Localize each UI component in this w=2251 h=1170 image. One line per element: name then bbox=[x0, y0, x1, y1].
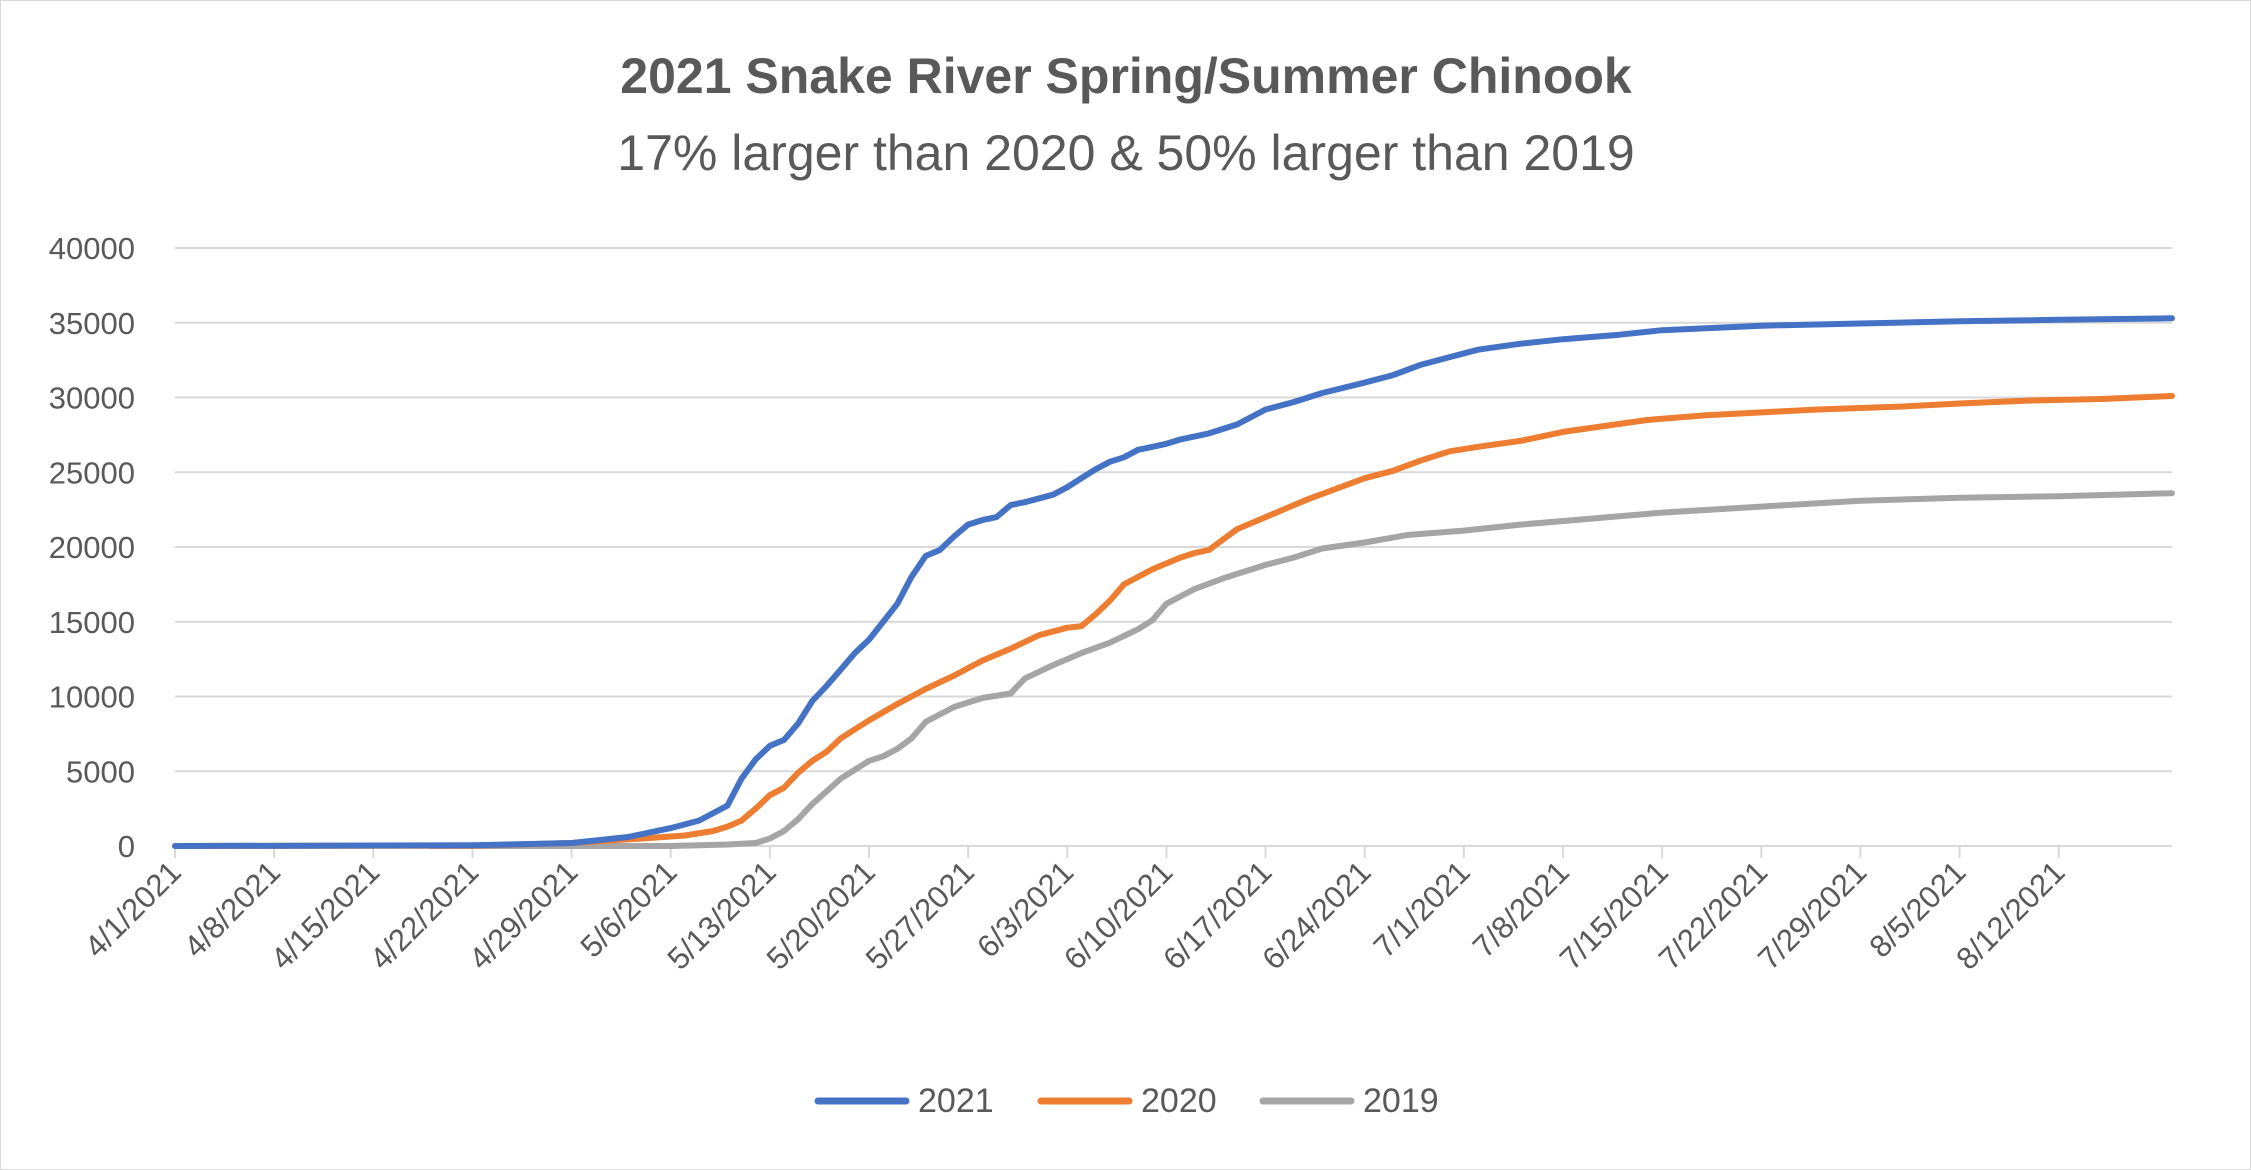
series-lines bbox=[172, 315, 2175, 849]
y-axis-tick-labels: 0 5000 10000 15000 20000 25000 30000 35000 40000 bbox=[49, 231, 135, 864]
y-tick-label: 10000 bbox=[49, 680, 135, 715]
x-tick-label: 7/15/2021 bbox=[1553, 854, 1675, 976]
x-tick-label: 5/13/2021 bbox=[661, 854, 783, 976]
x-tick-label: 6/10/2021 bbox=[1057, 854, 1179, 976]
x-tick-label: 7/29/2021 bbox=[1751, 854, 1873, 976]
x-tick-label: 4/22/2021 bbox=[363, 854, 485, 976]
y-tick-label: 20000 bbox=[49, 530, 135, 565]
x-tick-label: 8/12/2021 bbox=[1949, 854, 2071, 976]
y-tick-label: 25000 bbox=[49, 455, 135, 490]
chart-title: 2021 Snake River Spring/Summer Chinook bbox=[620, 48, 1632, 104]
x-tick-label: 7/22/2021 bbox=[1652, 854, 1774, 976]
series-line-2019 bbox=[426, 490, 2175, 849]
x-tick-label: 5/20/2021 bbox=[760, 854, 882, 976]
y-tick-label: 35000 bbox=[49, 306, 135, 341]
y-tick-label: 0 bbox=[118, 829, 135, 864]
x-tick-label: 4/1/2021 bbox=[78, 854, 188, 964]
y-tick-label: 30000 bbox=[49, 381, 135, 416]
y-tick-label: 15000 bbox=[49, 605, 135, 640]
chart-subtitle: 17% larger than 2020 & 50% larger than 2… bbox=[617, 125, 1634, 181]
y-tick-label: 40000 bbox=[49, 231, 135, 266]
series-line-2020 bbox=[172, 393, 2175, 849]
x-tick-label: 6/17/2021 bbox=[1156, 854, 1278, 976]
x-tick-label: 4/15/2021 bbox=[264, 854, 386, 976]
legend: 2021 2020 2019 bbox=[814, 1082, 1439, 1120]
series-line-2021 bbox=[172, 315, 2175, 849]
gridlines bbox=[175, 247, 2172, 847]
legend-label: 2019 bbox=[1363, 1082, 1439, 1120]
y-tick-label: 5000 bbox=[66, 754, 135, 789]
legend-label: 2020 bbox=[1141, 1082, 1217, 1120]
legend-label: 2021 bbox=[918, 1082, 994, 1120]
x-axis-tick-labels: 4/1/20214/8/20214/15/20214/22/20214/29/2… bbox=[78, 846, 2072, 976]
x-tick-label: 5/27/2021 bbox=[859, 854, 981, 976]
x-tick-label: 7/1/2021 bbox=[1367, 854, 1477, 964]
x-tick-label: 4/29/2021 bbox=[462, 854, 584, 976]
x-tick-label: 6/24/2021 bbox=[1255, 854, 1377, 976]
